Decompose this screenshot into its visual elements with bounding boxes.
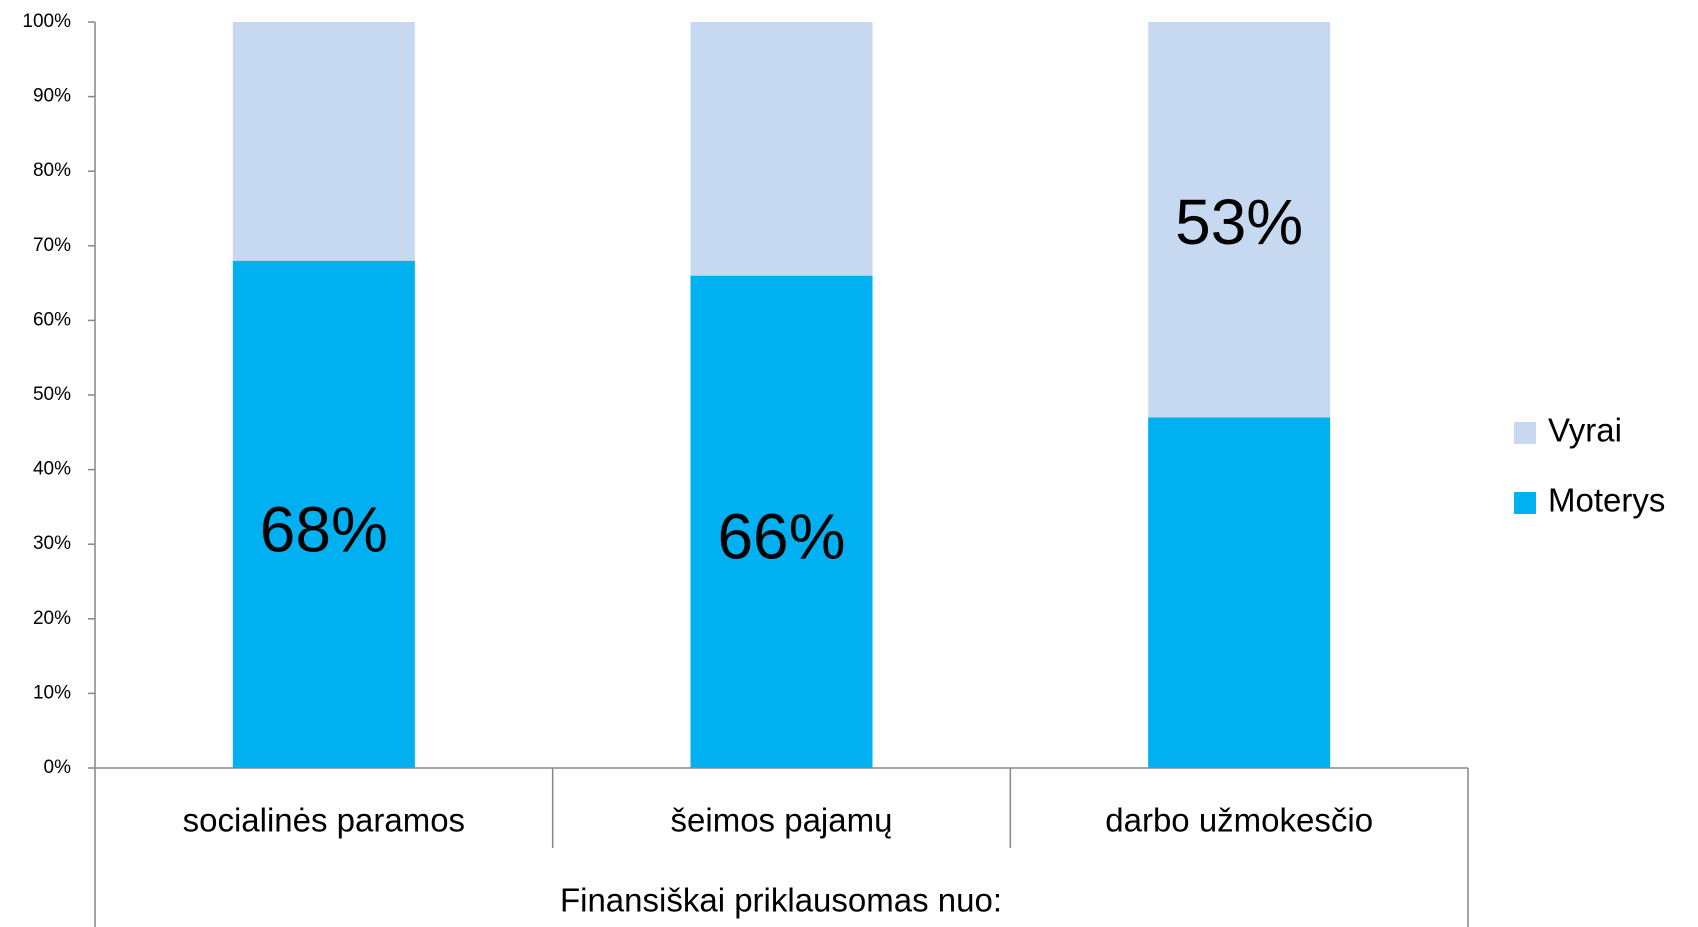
y-tick-label: 70% bbox=[33, 235, 71, 256]
legend-swatch bbox=[1514, 422, 1536, 444]
legend-label: Moterys bbox=[1548, 482, 1665, 519]
y-tick-label: 60% bbox=[33, 309, 71, 330]
bar-segment bbox=[690, 275, 873, 768]
y-tick-label: 80% bbox=[33, 160, 71, 181]
bar-segment bbox=[232, 260, 415, 768]
y-tick-label: 20% bbox=[33, 608, 71, 629]
legend-swatch bbox=[1514, 492, 1536, 514]
data-label: 68% bbox=[260, 493, 388, 565]
x-tick-label: šeimos pajamų bbox=[671, 802, 893, 839]
y-tick-label: 0% bbox=[44, 757, 72, 778]
y-tick-label: 100% bbox=[22, 11, 71, 32]
data-label: 53% bbox=[1175, 186, 1303, 258]
bar-segment bbox=[232, 22, 415, 261]
y-tick-label: 40% bbox=[33, 459, 71, 480]
bar-segment bbox=[1148, 417, 1331, 768]
y-tick-label: 10% bbox=[33, 682, 71, 703]
x-axis-label: Finansiškai priklausomas nuo: bbox=[560, 882, 1002, 919]
y-tick-label: 90% bbox=[33, 86, 71, 107]
bar-segment bbox=[1148, 22, 1331, 418]
x-tick-label: darbo užmokesčio bbox=[1105, 802, 1373, 839]
bar-segment bbox=[690, 22, 873, 276]
x-tick-label: socialinės paramos bbox=[183, 802, 465, 839]
legend-label: Vyrai bbox=[1548, 412, 1622, 449]
y-tick-label: 50% bbox=[33, 384, 71, 405]
data-label: 66% bbox=[717, 501, 845, 573]
y-tick-label: 30% bbox=[33, 533, 71, 554]
